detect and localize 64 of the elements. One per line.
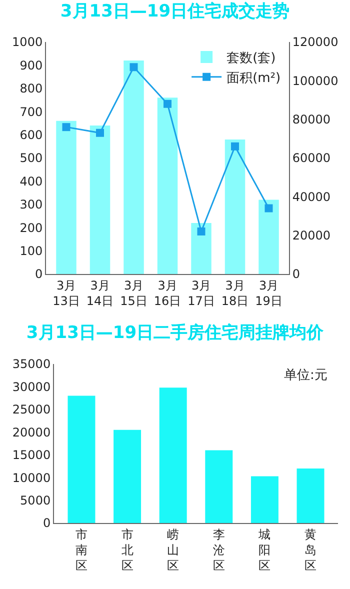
bar xyxy=(205,450,233,523)
x-tick-label: 崂山区 xyxy=(167,527,180,573)
bar xyxy=(114,430,142,523)
y-tick-label: 35000 xyxy=(12,357,51,372)
y-tick-label: 20000 xyxy=(12,425,51,440)
bar xyxy=(68,396,96,523)
bar xyxy=(224,139,246,274)
bar xyxy=(124,60,144,274)
x-tick-label: 3月 14日 xyxy=(86,278,114,308)
y-tick-label: 100 xyxy=(20,244,43,258)
y-tick-label: 900 xyxy=(20,58,43,72)
y-tick-label: 30000 xyxy=(12,380,51,394)
x-tick-label: 李沧区 xyxy=(212,527,225,573)
bar xyxy=(159,388,187,523)
x-tick-label: 3月 16日 xyxy=(154,278,182,308)
legend-label: 套数(套) xyxy=(226,51,276,66)
y-tick-label: 300 xyxy=(20,198,43,212)
bar xyxy=(296,468,324,523)
chart-title: 3月13日—19日住宅成交走势 xyxy=(60,2,290,22)
y-tick-label: 0 xyxy=(34,267,43,282)
bar xyxy=(90,126,110,274)
y2-tick-label: 20000 xyxy=(292,228,331,243)
y-tick-label: 200 xyxy=(20,220,43,235)
point xyxy=(96,128,104,137)
y2-tick-label: 80000 xyxy=(292,112,331,127)
y-tick-label: 0 xyxy=(42,516,51,530)
y-tick-label: 15000 xyxy=(12,448,51,462)
point xyxy=(164,100,172,108)
x-tick-label: 市北区 xyxy=(121,527,134,573)
y-tick-label: 10000 xyxy=(12,470,51,485)
y2-tick-label: 60000 xyxy=(292,151,331,166)
point xyxy=(62,123,70,132)
bar xyxy=(250,476,278,523)
y2-tick-label: 100000 xyxy=(292,74,338,88)
bar xyxy=(191,222,212,274)
point xyxy=(130,63,138,72)
chart-title: 3月13日—19日二手房住宅周挂牌均价 xyxy=(26,322,325,343)
point xyxy=(197,227,206,236)
bar xyxy=(157,98,178,274)
y2-tick-label: 40000 xyxy=(292,190,331,204)
bar xyxy=(56,120,76,274)
x-tick-label: 3月 18日 xyxy=(221,278,249,308)
annotation: 单位:元 xyxy=(284,368,328,383)
x-tick-label: 黄岛区 xyxy=(304,527,317,573)
x-tick-label: 3月 19日 xyxy=(255,278,282,308)
y-tick-label: 25000 xyxy=(12,402,51,417)
y-tick-label: 1000 xyxy=(12,35,43,50)
x-tick-label: 3月 17日 xyxy=(188,278,215,308)
x-tick-label: 城阳区 xyxy=(258,527,271,573)
point xyxy=(264,204,273,212)
x-tick-label: 3月 15日 xyxy=(120,278,148,308)
bar xyxy=(258,200,279,274)
legend-label: 面积(m²) xyxy=(226,70,281,86)
x-tick-label: 市南区 xyxy=(75,527,88,573)
y-tick-label: 400 xyxy=(20,174,43,188)
point xyxy=(231,142,239,150)
x-tick-label: 3月 13日 xyxy=(52,278,80,308)
y2-tick-label: 0 xyxy=(292,267,300,282)
y-tick-label: 5000 xyxy=(20,493,51,508)
y-tick-label: 700 xyxy=(20,104,43,119)
y-tick-label: 800 xyxy=(20,82,43,96)
y-tick-label: 600 xyxy=(20,128,43,142)
y2-tick-label: 120000 xyxy=(292,35,338,50)
y-tick-label: 500 xyxy=(20,151,43,166)
